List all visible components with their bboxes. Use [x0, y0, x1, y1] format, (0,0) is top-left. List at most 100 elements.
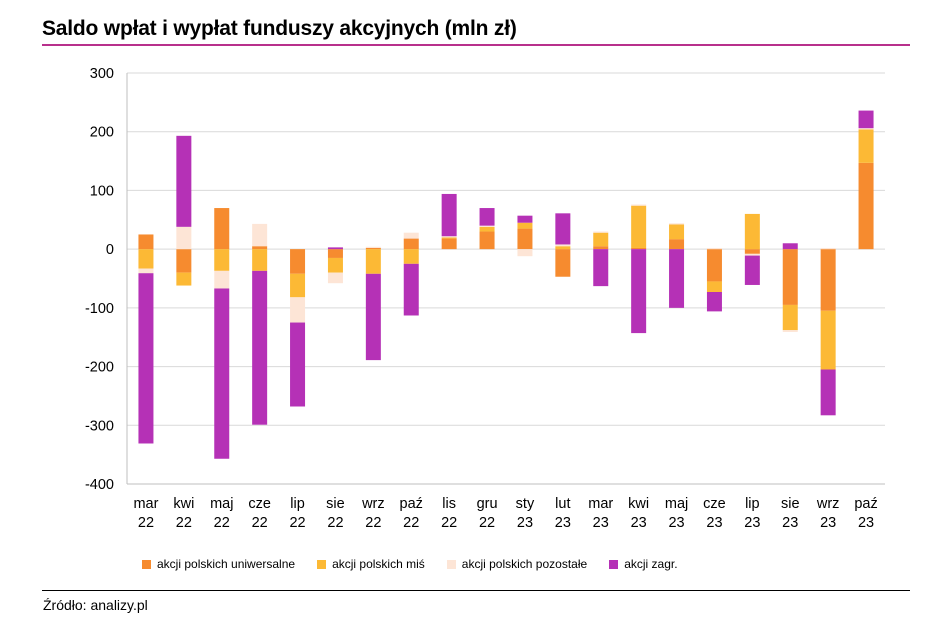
bar-segment-akcji-zagr- — [403, 263, 419, 316]
y-tick-label: 300 — [90, 66, 114, 82]
x-tick-label-year: 23 — [631, 515, 647, 531]
bar-segment-akcji-polskich-uniwersalne — [820, 249, 836, 311]
bar-segment-akcji-polskich-uniwersalne — [176, 249, 192, 273]
bar-segment-akcji-zagr- — [820, 369, 836, 416]
source-divider — [42, 590, 910, 591]
bar-segment-akcji-zagr- — [214, 288, 230, 459]
x-tick-label-year: 23 — [593, 515, 609, 531]
bar-segment-akcji-polskich-pozosta-e — [555, 244, 571, 247]
x-tick-label-month: paź — [400, 496, 423, 512]
bar-segment-akcji-polskich-mi- — [252, 249, 268, 271]
y-tick-label: 100 — [90, 183, 114, 199]
bar-segment-akcji-polskich-uniwersalne — [403, 238, 419, 250]
bar-segment-akcji-polskich-uniwersalne — [327, 249, 343, 258]
bar-segment-akcji-polskich-mi- — [517, 222, 533, 229]
legend-label: akcji zagr. — [624, 557, 678, 571]
bar-segment-akcji-polskich-pozosta-e — [403, 232, 419, 239]
bar-segment-akcji-polskich-pozosta-e — [138, 268, 154, 274]
bar-segment-akcji-polskich-uniwersalne — [290, 249, 306, 274]
bar-segment-akcji-polskich-mi- — [138, 249, 154, 269]
legend-item: akcji polskich uniwersalne — [142, 557, 295, 571]
bar-segment-akcji-polskich-pozosta-e — [593, 231, 609, 233]
x-tick-label-month: maj — [665, 496, 688, 512]
x-tick-label-month: paź — [854, 496, 877, 512]
bar-segment-akcji-polskich-pozosta-e — [858, 128, 874, 130]
bar-segment-akcji-polskich-pozosta-e — [327, 272, 343, 284]
bar-segment-akcji-zagr- — [252, 270, 268, 425]
x-tick-label-month: sie — [781, 496, 800, 512]
x-tick-label-year: 22 — [365, 515, 381, 531]
bar-segment-akcji-polskich-pozosta-e — [176, 226, 192, 250]
bar-segment-akcji-polskich-uniwersalne — [252, 246, 268, 250]
legend-swatch — [446, 559, 456, 569]
bar-segment-akcji-polskich-uniwersalne — [479, 231, 495, 250]
bar-segment-akcji-polskich-uniwersalne — [593, 246, 609, 250]
bar-segment-akcji-polskich-mi- — [593, 232, 609, 247]
source-note: Źródło: analizy.pl — [43, 597, 148, 613]
bar-segment-akcji-polskich-pozosta-e — [365, 246, 381, 248]
x-tick-label-month: mar — [588, 496, 613, 512]
bar-segment-akcji-zagr- — [517, 215, 533, 223]
legend-item: akcji polskich pozostałe — [446, 557, 587, 571]
bar-segment-akcji-polskich-uniwersalne — [138, 234, 154, 250]
x-tick-label-year: 22 — [138, 515, 154, 531]
legend-label: akcji polskich uniwersalne — [157, 557, 296, 571]
bar-segment-akcji-polskich-pozosta-e — [214, 270, 230, 289]
chart-legend: akcji polskich uniwersalne akcji polskich… — [142, 554, 700, 574]
x-tick-label-year: 22 — [479, 515, 495, 531]
x-tick-label-month: lip — [745, 496, 760, 512]
x-tick-label-month: cze — [703, 496, 726, 512]
legend-swatch — [317, 559, 327, 569]
x-tick-label-month: cze — [248, 496, 271, 512]
bar-segment-akcji-polskich-uniwersalne — [365, 247, 381, 250]
x-tick-label-year: 22 — [327, 515, 343, 531]
y-tick-label: -200 — [85, 360, 114, 376]
bar-segment-akcji-polskich-pozosta-e — [669, 223, 685, 225]
bar-segment-akcji-polskich-uniwersalne — [214, 208, 230, 250]
bar-segment-akcji-polskich-mi- — [820, 310, 836, 370]
x-tick-label-month: lut — [555, 496, 570, 512]
x-tick-label-year: 23 — [517, 515, 533, 531]
x-tick-label-year: 23 — [706, 515, 722, 531]
bar-segment-akcji-polskich-pozosta-e — [441, 236, 457, 238]
bar-segment-akcji-polskich-mi- — [403, 249, 419, 264]
legend-swatch — [609, 559, 619, 569]
bar-segment-akcji-polskich-mi- — [214, 249, 230, 271]
bar-segment-akcji-zagr- — [327, 247, 343, 250]
x-tick-label-month: kwi — [173, 496, 194, 512]
y-tick-label: 0 — [106, 242, 114, 258]
y-tick-label: 200 — [90, 125, 114, 141]
bar-segment-akcji-polskich-mi- — [290, 273, 306, 298]
bar-segment-akcji-zagr- — [706, 292, 722, 312]
bar-segment-akcji-zagr- — [138, 273, 154, 444]
x-tick-label-month: mar — [133, 496, 158, 512]
y-tick-label: -100 — [85, 301, 114, 317]
legend-swatch — [142, 559, 151, 569]
x-tick-label-month: kwi — [628, 496, 649, 512]
chart-title: Saldo wpłat i wypłat funduszy akcyjnych … — [42, 17, 517, 40]
bar-segment-akcji-polskich-uniwersalne — [669, 239, 685, 250]
bar-segment-akcji-polskich-uniwersalne — [441, 238, 457, 250]
x-tick-label-month: lis — [442, 496, 456, 512]
bar-segment-akcji-polskich-pozosta-e — [820, 247, 836, 250]
x-tick-label-year: 23 — [555, 515, 571, 531]
bar-segment-akcji-polskich-mi- — [176, 272, 192, 286]
x-tick-label-year: 22 — [214, 515, 230, 531]
bar-segment-akcji-polskich-pozosta-e — [479, 225, 495, 227]
bar-segment-akcji-polskich-mi- — [744, 213, 760, 250]
bar-segment-akcji-polskich-mi- — [631, 205, 647, 248]
bar-segment-akcji-polskich-mi- — [782, 304, 798, 331]
title-underline — [42, 44, 910, 46]
x-tick-label-year: 23 — [782, 515, 798, 531]
bar-segment-akcji-polskich-pozosta-e — [517, 249, 533, 257]
x-tick-label-month: maj — [210, 496, 233, 512]
x-tick-label-year: 23 — [668, 515, 684, 531]
x-tick-label-month: gru — [477, 496, 498, 512]
x-tick-label-month: wrz — [816, 496, 840, 512]
stacked-bar-chart: 300 200 100 0 -100 -200 -300 -400 mar 22 kwi 22 maj 2… — [85, 66, 885, 531]
bar-segment-akcji-polskich-pozosta-e — [744, 253, 760, 256]
bar-segment-akcji-polskich-pozosta-e — [252, 223, 268, 247]
bar-segment-akcji-zagr- — [631, 249, 647, 334]
x-tick-label-month: lip — [290, 496, 305, 512]
bar-segment-akcji-polskich-uniwersalne — [858, 162, 874, 250]
